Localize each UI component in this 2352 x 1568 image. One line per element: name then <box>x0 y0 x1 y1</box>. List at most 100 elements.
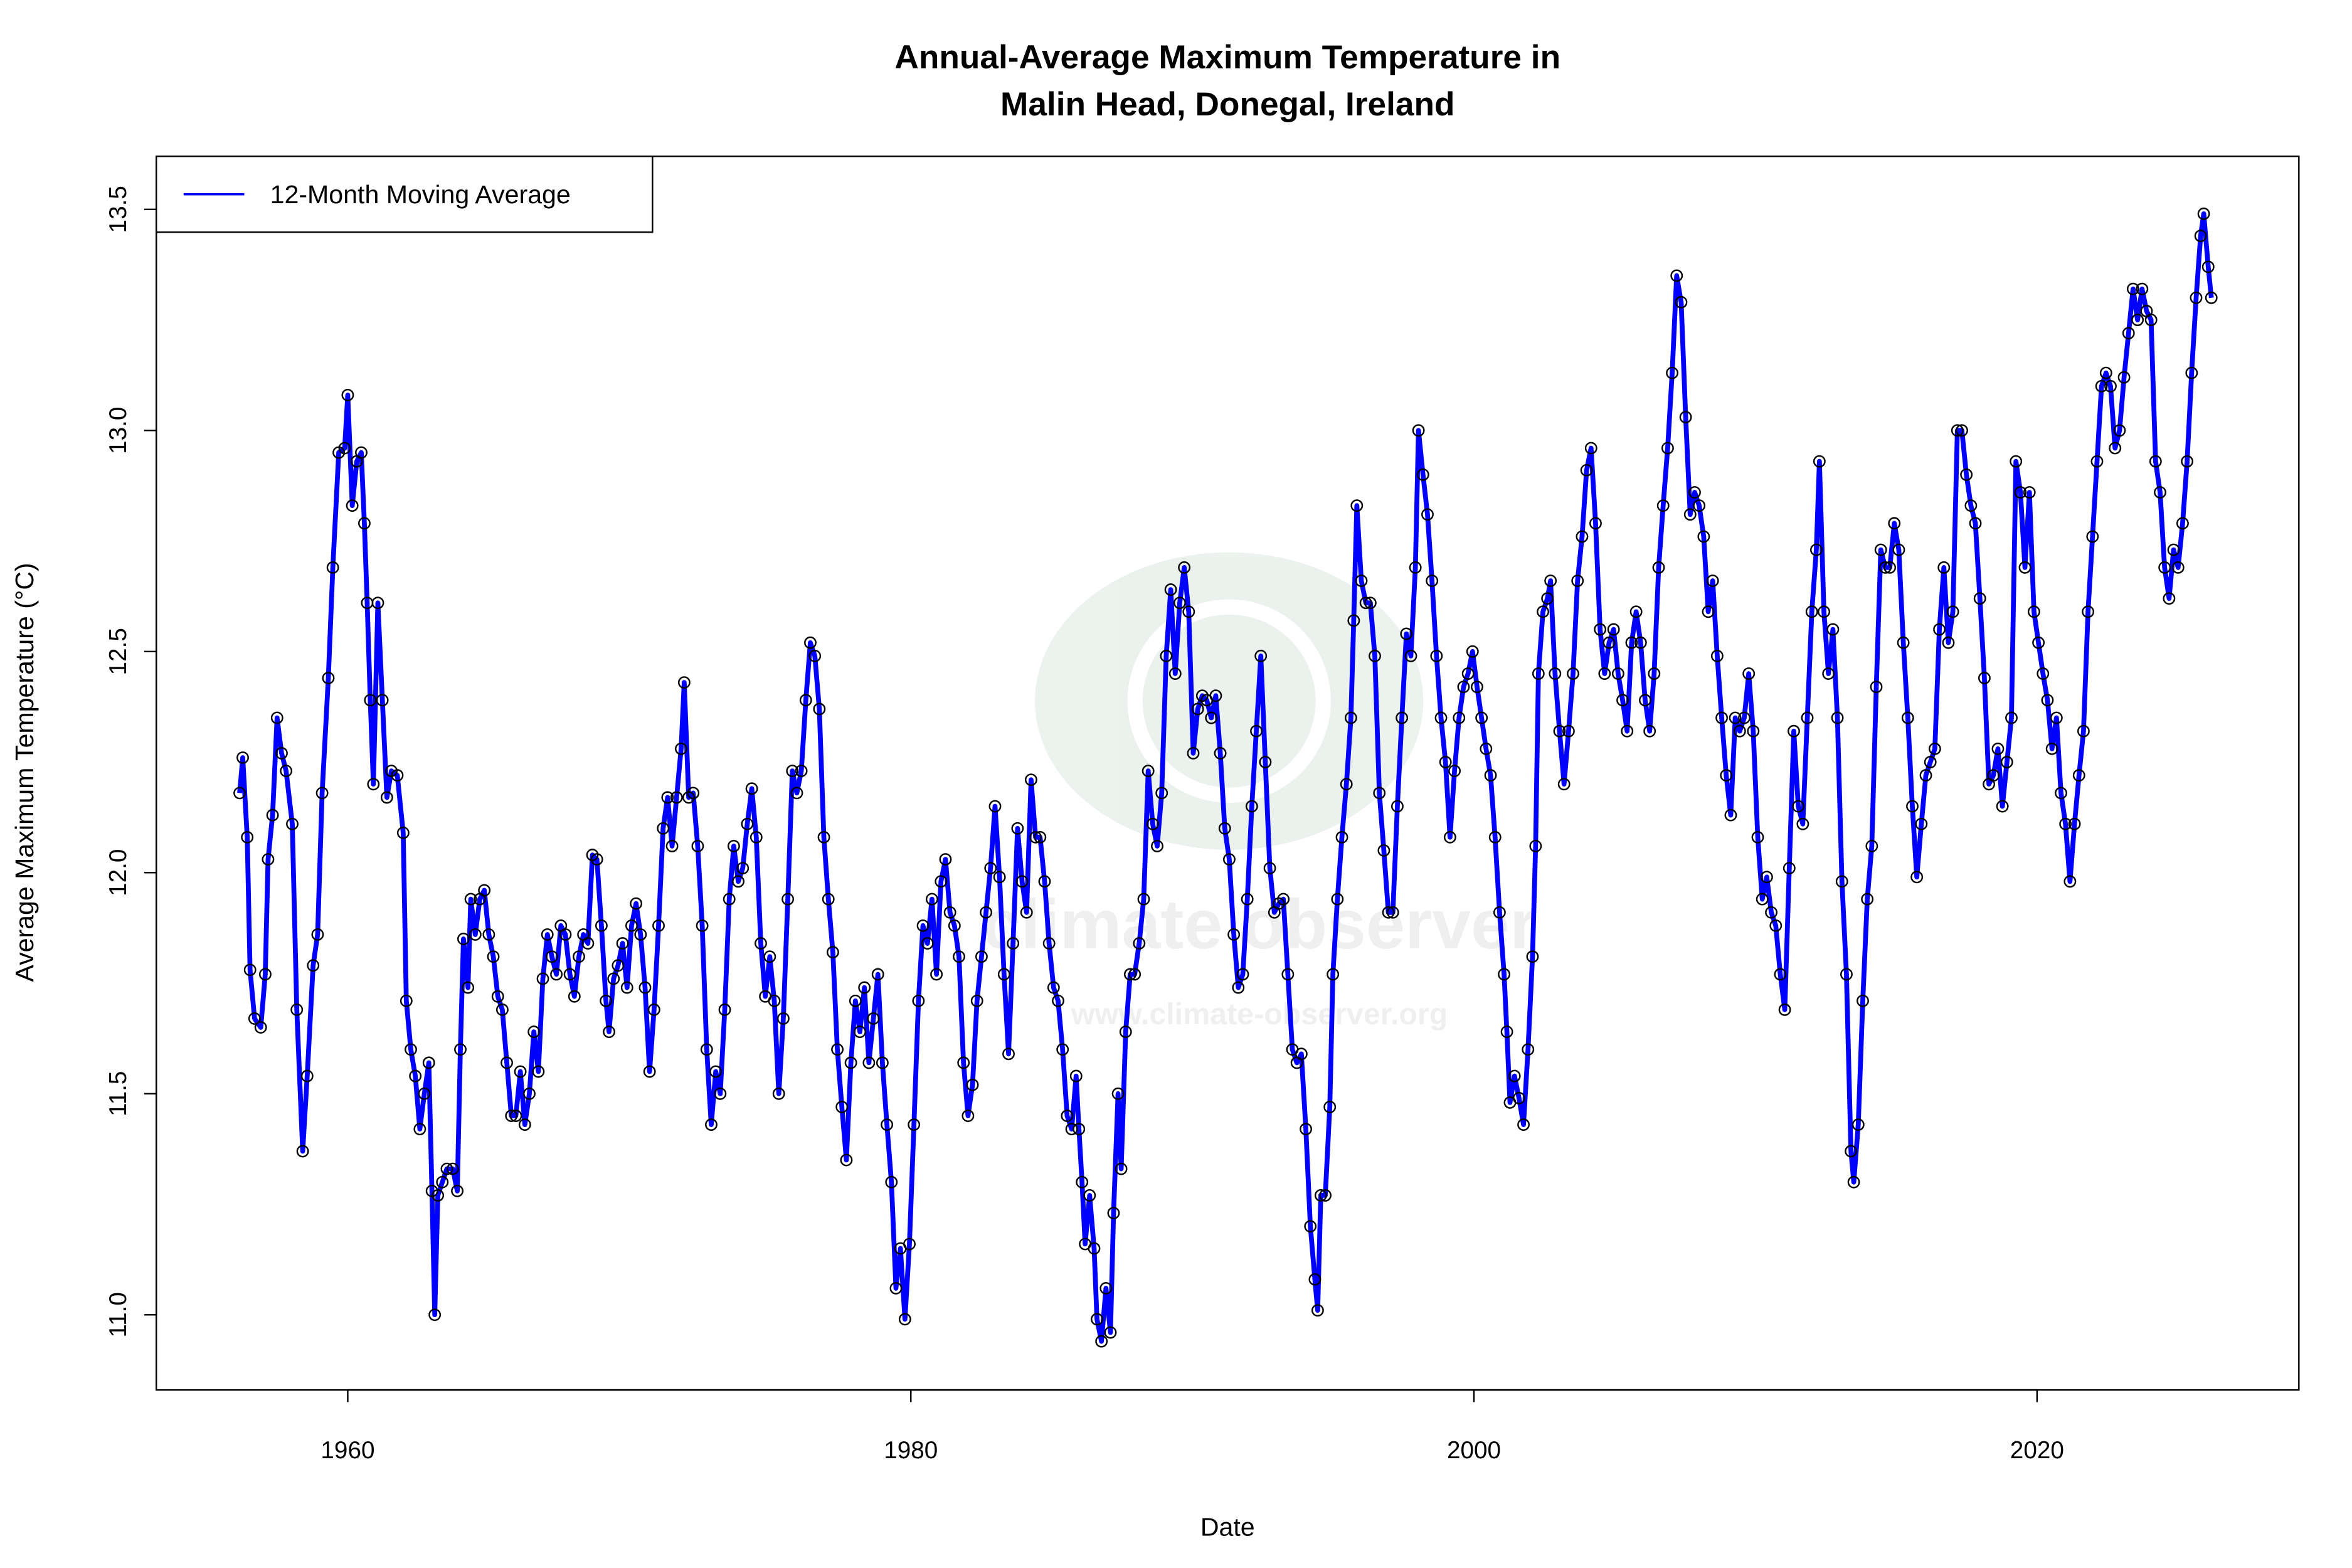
data-point <box>495 1003 509 1016</box>
data-point <box>275 747 288 760</box>
data-point <box>1195 689 1209 702</box>
data-point <box>559 928 572 941</box>
data-point <box>1500 1025 1513 1039</box>
data-point <box>478 884 491 897</box>
data-point <box>1347 614 1360 627</box>
data-point <box>1845 1145 1858 1158</box>
data-point <box>1960 468 1973 481</box>
data-point <box>1529 840 1542 852</box>
data-point <box>2037 667 2050 680</box>
data-point <box>2136 282 2149 295</box>
data-point <box>1537 605 1549 618</box>
data-point <box>1273 897 1285 910</box>
data-point <box>1386 906 1399 919</box>
data-point <box>1007 937 1020 950</box>
data-point <box>763 950 776 963</box>
data-point <box>1227 928 1241 941</box>
data-point <box>903 1237 916 1251</box>
data-point <box>1250 724 1263 738</box>
data-point <box>813 702 826 716</box>
data-point <box>1576 530 1589 543</box>
data-point <box>1133 937 1146 950</box>
data-point <box>1813 455 1826 468</box>
data-point <box>1263 862 1276 875</box>
data-point <box>248 1012 261 1025</box>
data-point <box>862 1056 876 1069</box>
data-point <box>1937 561 1951 574</box>
data-point <box>2063 875 2077 888</box>
watermark-url: www.climate-observer.org <box>1071 997 1448 1031</box>
data-point <box>501 1056 513 1069</box>
data-point <box>1111 1087 1125 1100</box>
data-point <box>677 676 691 689</box>
data-point <box>307 959 320 972</box>
data-point <box>1065 1123 1078 1136</box>
data-point <box>625 919 638 932</box>
data-point <box>1878 561 1892 574</box>
data-point <box>1616 694 1629 707</box>
data-point <box>2131 314 2144 326</box>
data-point <box>1801 711 1814 724</box>
data-point <box>1119 1025 1132 1039</box>
data-point <box>1314 1189 1327 1202</box>
data-point <box>804 636 817 649</box>
data-point <box>1466 645 1479 658</box>
data-point <box>2194 230 2207 243</box>
data-point <box>1025 773 1037 787</box>
data-point <box>532 1065 545 1078</box>
data-point <box>509 1110 522 1122</box>
data-point <box>2104 379 2117 393</box>
data-point <box>1488 830 1502 844</box>
data-point <box>545 950 558 963</box>
data-point <box>1675 295 1688 309</box>
data-point <box>2005 711 2018 724</box>
data-point <box>1571 575 1584 587</box>
data-point <box>514 1065 527 1078</box>
data-point <box>885 1175 898 1189</box>
data-point <box>840 1153 853 1167</box>
data-point <box>1396 711 1409 724</box>
data-point <box>948 919 961 932</box>
data-point <box>280 765 293 778</box>
data-point <box>1191 702 1204 716</box>
data-point <box>616 937 629 950</box>
data-point <box>1602 636 1616 649</box>
data-point <box>657 822 670 835</box>
data-point <box>487 950 500 963</box>
data-point <box>2158 561 2171 574</box>
data-point <box>1340 778 1353 791</box>
x-axis-label: Date <box>1200 1512 1255 1541</box>
data-point <box>898 1313 911 1326</box>
data-point <box>1906 800 1919 813</box>
data-point <box>854 1025 866 1039</box>
data-point <box>1475 711 1488 724</box>
data-point <box>1029 830 1042 844</box>
data-point <box>1151 840 1163 852</box>
data-point <box>418 1087 431 1100</box>
data-point <box>1493 906 1506 919</box>
data-point <box>1412 424 1425 437</box>
data-point <box>1765 906 1778 919</box>
data-point <box>1544 575 1557 587</box>
data-point <box>1430 649 1443 662</box>
data-point <box>586 849 599 862</box>
data-point <box>1083 1189 1096 1202</box>
data-point <box>1434 711 1448 724</box>
data-point <box>916 919 930 932</box>
data-point <box>975 950 988 963</box>
data-point <box>2055 787 2067 800</box>
data-point <box>1146 817 1159 830</box>
data-point <box>1364 596 1377 610</box>
legend-label: 12-Month Moving Average <box>270 180 571 209</box>
data-point <box>1818 605 1830 618</box>
data-point <box>1589 517 1602 530</box>
data-point <box>2023 486 2036 499</box>
data-point <box>550 968 563 981</box>
data-point <box>1512 1091 1525 1104</box>
data-point <box>326 561 339 574</box>
data-point <box>568 990 581 1003</box>
data-point <box>391 769 404 782</box>
data-point <box>1522 1043 1535 1056</box>
data-point <box>236 751 249 764</box>
data-point <box>405 1043 417 1056</box>
